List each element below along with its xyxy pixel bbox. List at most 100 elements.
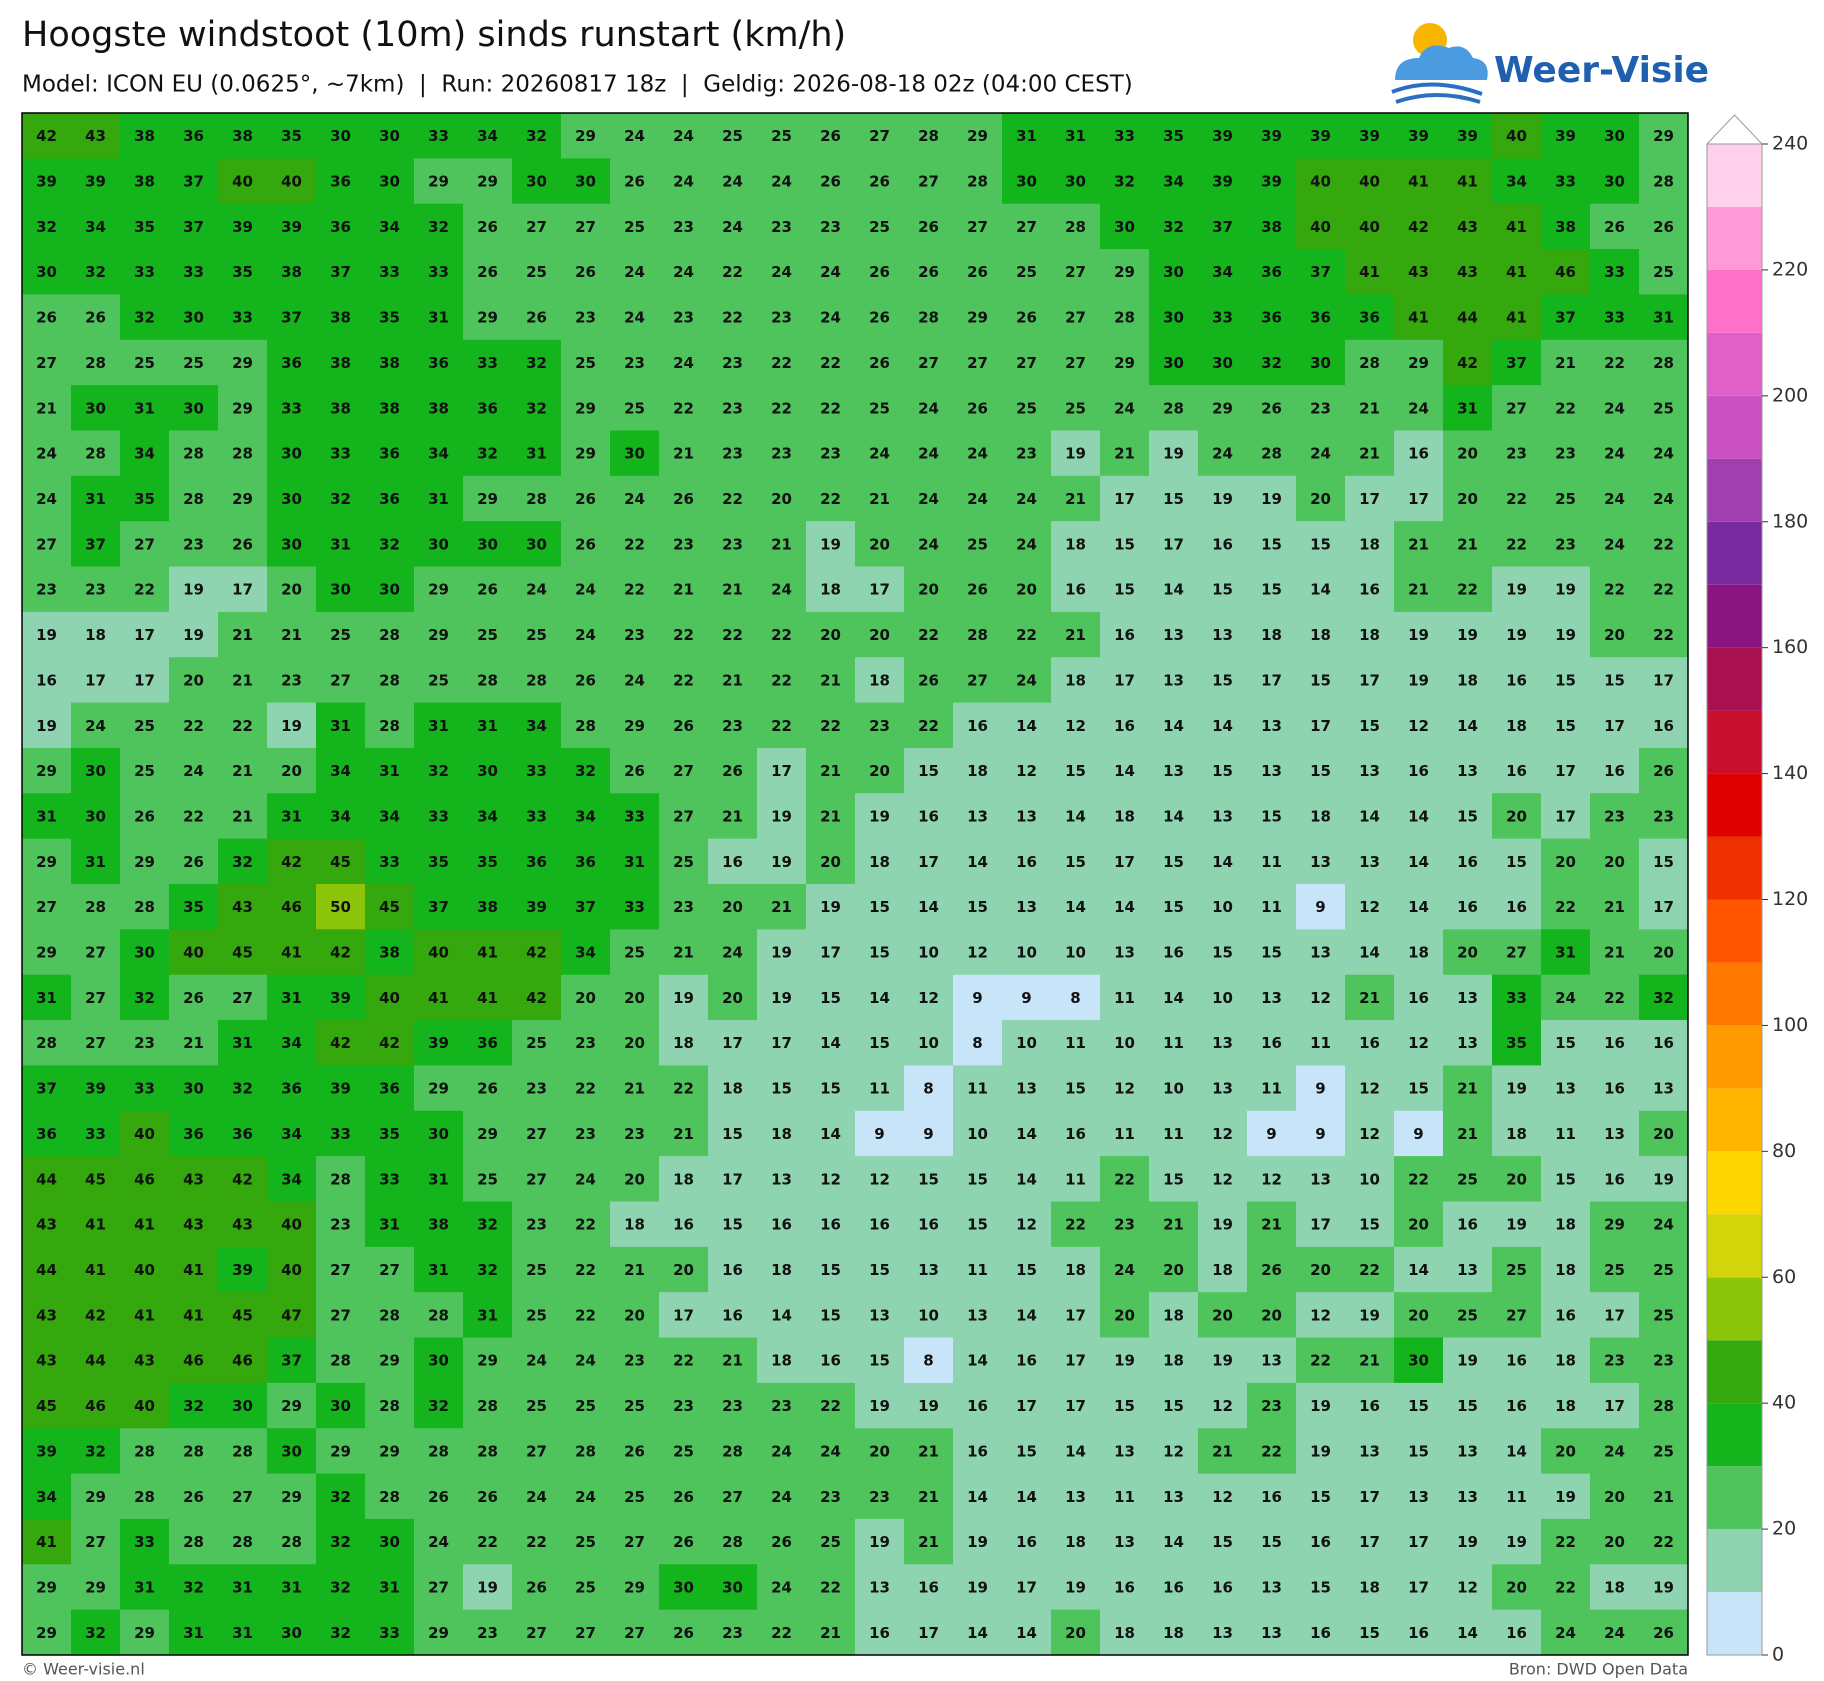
wind-cell	[512, 1201, 562, 1248]
wind-value: 22	[134, 581, 155, 599]
wind-cell	[512, 1110, 562, 1157]
wind-cell	[757, 1609, 807, 1656]
wind-value: 17	[771, 1034, 792, 1052]
wind-cell	[610, 657, 660, 704]
wind-cell	[561, 1020, 611, 1066]
wind-cell	[1051, 339, 1101, 386]
wind-value: 16	[673, 1216, 694, 1234]
colorbar-tick-label: 180	[1772, 510, 1808, 532]
wind-value: 30	[36, 263, 57, 281]
wind-value: 40	[183, 944, 204, 962]
wind-cell	[953, 1156, 1003, 1202]
wind-cell	[757, 1292, 807, 1339]
wind-value: 19	[1408, 626, 1429, 644]
wind-value: 43	[1457, 218, 1478, 236]
wind-value: 15	[820, 989, 841, 1007]
wind-value: 23	[1310, 399, 1331, 417]
wind-cell	[218, 339, 268, 386]
wind-value: 24	[967, 490, 988, 508]
wind-value: 36	[477, 399, 498, 417]
wind-value: 37	[183, 173, 204, 191]
wind-cell	[414, 611, 464, 658]
wind-cell	[1443, 657, 1493, 704]
wind-value: 17	[771, 762, 792, 780]
wind-cell	[169, 294, 219, 341]
wind-value: 33	[477, 354, 498, 372]
wind-cell	[316, 339, 366, 386]
wind-cell	[610, 249, 660, 295]
wind-value: 21	[869, 490, 890, 508]
wind-cell	[659, 1473, 709, 1520]
wind-cell	[1247, 249, 1297, 295]
wind-cell	[512, 1065, 562, 1112]
wind-cell	[414, 747, 464, 794]
wind-cell	[1590, 385, 1640, 431]
wind-value: 18	[1408, 944, 1429, 962]
wind-cell	[1247, 1518, 1297, 1565]
wind-cell	[1296, 884, 1346, 930]
wind-value: 16	[1261, 1488, 1282, 1506]
wind-cell	[1296, 249, 1346, 295]
wind-value: 28	[526, 490, 547, 508]
wind-cell	[1443, 1201, 1493, 1248]
wind-cell	[1590, 747, 1640, 794]
wind-cell	[120, 974, 170, 1021]
wind-cell	[169, 1110, 219, 1157]
wind-value: 18	[1555, 1216, 1576, 1234]
wind-value: 17	[918, 1624, 939, 1642]
wind-cell	[414, 1201, 464, 1248]
wind-cell	[169, 158, 219, 205]
wind-cell	[218, 475, 268, 522]
colorbar-extend	[1705, 114, 1764, 145]
wind-value: 15	[1212, 944, 1233, 962]
wind-cell	[708, 1473, 758, 1520]
wind-cell	[1394, 1382, 1444, 1429]
wind-value: 19	[1310, 1397, 1331, 1415]
wind-value: 16	[1555, 1306, 1576, 1324]
wind-value: 40	[1506, 127, 1527, 145]
wind-cell	[1590, 1020, 1640, 1066]
wind-cell	[512, 113, 562, 159]
wind-value: 19	[477, 1578, 498, 1596]
wind-cell	[855, 475, 905, 522]
wind-value: 16	[1457, 853, 1478, 871]
wind-value: 23	[36, 581, 57, 599]
wind-cell	[757, 884, 807, 930]
wind-cell	[1345, 1564, 1395, 1611]
wind-cell	[855, 294, 905, 341]
wind-cell	[414, 793, 464, 840]
wind-value: 30	[379, 581, 400, 599]
wind-cell	[267, 1609, 317, 1656]
wind-cell	[806, 1020, 856, 1066]
wind-value: 18	[1604, 1578, 1625, 1596]
wind-cell	[855, 657, 905, 704]
wind-cell	[953, 611, 1003, 658]
wind-cell	[1492, 1201, 1542, 1248]
wind-value: 18	[1457, 671, 1478, 689]
wind-value: 24	[1016, 490, 1037, 508]
wind-cell	[218, 566, 268, 613]
wind-cell	[1345, 884, 1395, 930]
wind-value: 28	[1653, 354, 1674, 372]
wind-value: 18	[624, 1216, 645, 1234]
wind-value: 30	[1408, 1352, 1429, 1370]
wind-cell	[708, 974, 758, 1021]
wind-value: 19	[1408, 671, 1429, 689]
wind-cell	[1590, 974, 1640, 1021]
wind-value: 28	[722, 1533, 743, 1551]
wind-cell	[1051, 1564, 1101, 1611]
wind-cell	[757, 1473, 807, 1520]
wind-cell	[855, 838, 905, 885]
wind-value: 31	[330, 717, 351, 735]
wind-value: 13	[1653, 1080, 1674, 1098]
wind-value: 16	[1408, 445, 1429, 463]
wind-cell	[1639, 521, 1689, 568]
wind-value: 29	[477, 1352, 498, 1370]
wind-cell	[1247, 385, 1297, 431]
wind-value: 25	[1604, 1261, 1625, 1279]
wind-cell	[953, 203, 1003, 250]
wind-value: 33	[379, 263, 400, 281]
wind-cell	[659, 747, 709, 794]
wind-cell	[855, 747, 905, 794]
